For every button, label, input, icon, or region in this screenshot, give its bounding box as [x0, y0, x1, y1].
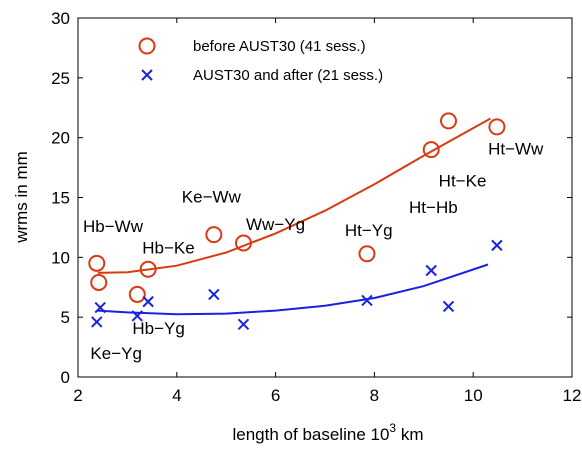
- point-annotation: Ww−Yg: [246, 215, 305, 234]
- point-annotation: Ht−Ww: [488, 139, 544, 158]
- y-tick-label: 0: [61, 368, 70, 387]
- fit-line-series-0: [97, 117, 491, 274]
- data-point-circle: [205, 226, 223, 244]
- fit-line-series-1: [97, 263, 489, 316]
- data-point-x: [142, 295, 154, 308]
- data-point-x: [131, 310, 143, 322]
- x-tick-label: 2: [73, 386, 82, 405]
- y-tick-label: 10: [51, 248, 70, 267]
- x-tick-label: 8: [370, 386, 379, 405]
- data-point-x-stroke-b: [361, 294, 373, 307]
- point-annotation: Hb−Ke: [142, 239, 194, 258]
- legend-marker-series-0: [138, 37, 156, 55]
- legend-marker-series-1-stroke-b: [141, 69, 153, 81]
- data-point-circle: [358, 245, 376, 263]
- data-point-circle: [88, 254, 106, 272]
- data-point-circle: [90, 273, 108, 291]
- point-annotation: Hb−Ww: [83, 217, 144, 236]
- data-point-x: [208, 288, 220, 301]
- data-point-x: [442, 300, 455, 313]
- y-tick-label: 5: [61, 308, 70, 327]
- data-point-x-stroke-b: [237, 318, 250, 331]
- y-tick-label: 25: [51, 69, 70, 88]
- data-point-x: [94, 301, 106, 314]
- y-tick-label: 15: [51, 189, 70, 208]
- x-tick-label: 4: [172, 386, 181, 405]
- data-point-circle: [128, 285, 146, 303]
- data-point-circle: [440, 112, 457, 130]
- data-point-x: [491, 239, 503, 252]
- point-annotation: Ht−Hb: [409, 198, 458, 217]
- point-annotation: Ht−Yg: [345, 221, 393, 240]
- data-point-x-stroke-b: [208, 288, 220, 301]
- x-axis-label-main: length of baseline 10: [233, 425, 390, 444]
- legend-label-series-1: AUST30 and after (21 sess.): [193, 67, 383, 84]
- data-point-x-stroke-b: [131, 310, 143, 322]
- point-annotation: Ke−Ww: [182, 187, 242, 206]
- y-axis-label: wrms in mm: [12, 151, 31, 244]
- data-point-x-stroke-b: [94, 301, 106, 314]
- data-point-circle: [488, 118, 506, 136]
- x-tick-label: 10: [464, 386, 483, 405]
- data-point-x-stroke-b: [491, 239, 503, 252]
- data-point-x: [361, 294, 373, 307]
- point-annotation: Hb−Yg: [132, 319, 184, 338]
- x-axis-label-unit: km: [396, 425, 423, 444]
- point-annotation: Ht−Ke: [439, 172, 487, 191]
- data-point-x: [425, 264, 437, 277]
- legend-marker-series-1: [141, 69, 153, 81]
- x-axis-label-superscript: 3: [389, 421, 396, 435]
- y-tick-label: 30: [51, 9, 70, 28]
- data-point-x-stroke-b: [91, 316, 103, 328]
- data-point-circle: [139, 260, 157, 278]
- x-tick-label: 6: [271, 386, 280, 405]
- x-tick-label: 12: [563, 386, 582, 405]
- data-point-x: [237, 318, 250, 331]
- data-point-circle: [422, 141, 440, 159]
- data-point-x-stroke-b: [442, 300, 455, 313]
- legend-label-series-0: before AUST30 (41 sess.): [193, 38, 366, 55]
- data-point-x: [91, 316, 103, 328]
- x-axis-label: length of baseline 103 km: [233, 421, 424, 444]
- y-tick-label: 20: [51, 129, 70, 148]
- data-point-x-stroke-b: [425, 264, 437, 277]
- data-point-x-stroke-b: [142, 295, 154, 308]
- data-point-circle: [234, 234, 252, 252]
- point-annotation: Ke−Yg: [90, 344, 142, 363]
